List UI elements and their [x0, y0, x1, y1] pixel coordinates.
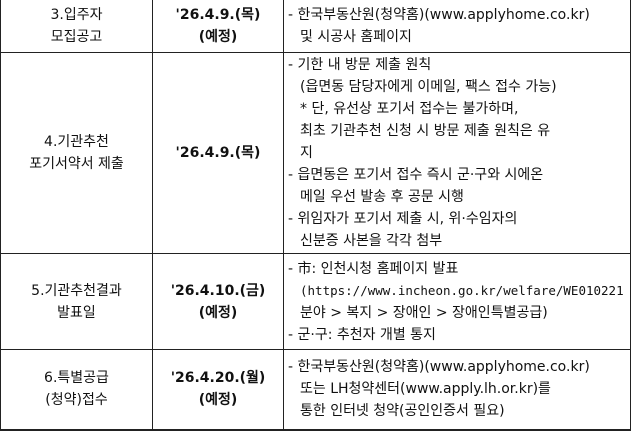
detail-line: - 한국부동산원(청약홈)(www.applyhome.co.kr): [288, 7, 590, 23]
date-cell: '26.4.20.(월) (예정): [152, 349, 284, 431]
detail-line: - 위임자가 포기서 제출 시, 위·수임자의: [288, 211, 518, 227]
detail-line: - 市: 인천시청 홈페이지 발표: [288, 260, 459, 277]
step-label: (청약)접수: [45, 392, 108, 409]
detail-line: (https://www.incheon.go.kr/welfare/WE010…: [300, 282, 624, 298]
step-label: 4.기관추천: [44, 134, 109, 150]
date-label: (예정): [198, 392, 238, 409]
detail-line: 신분증 사본을 각각 첨부: [300, 233, 443, 249]
detail-line: - 한국부동산원(청약홈)(www.applyhome.co.kr): [288, 359, 590, 376]
detail-line: 메일 우선 발송 후 공문 시행: [300, 189, 464, 205]
step-cell: 6.특별공급 (청약)접수: [0, 349, 153, 431]
date-cell: '26.4.9.(목): [152, 52, 284, 254]
details-cell: - 기한 내 방문 제출 원칙 (읍면동 담당자에게 이메일, 팩스 접수 가능)…: [283, 52, 631, 254]
detail-line: - 군·구: 추천자 개별 통지: [288, 326, 436, 343]
date-cell: '26.4.9.(목) (예정): [152, 0, 284, 53]
detail-line: 분야 > 복지 > 장애인 > 장애인특별공급): [300, 304, 548, 321]
details-cell: - 市: 인천시청 홈페이지 발표 (https://www.incheon.go…: [283, 253, 631, 350]
detail-line: - 기한 내 방문 제출 원칙: [288, 57, 432, 73]
step-label: 6.특별공급: [44, 370, 109, 387]
step-label: 발표일: [57, 304, 96, 321]
details-cell: - 한국부동산원(청약홈)(www.applyhome.co.kr) 및 시공사 …: [283, 0, 631, 53]
date-cell: '26.4.10.(금) (예정): [152, 253, 284, 350]
detail-line: 지: [300, 145, 313, 161]
detail-line: 최초 기관추천 신청 시 방문 제출 원칙은 유: [300, 123, 551, 139]
date-label: '26.4.9.(목): [175, 7, 261, 23]
date-label: (예정): [198, 304, 238, 321]
date-label: '26.4.20.(월): [170, 370, 266, 387]
table-row: 6.특별공급 (청약)접수 '26.4.20.(월) (예정) - 한국부동산원(청약홈…: [0, 349, 631, 431]
detail-line: 및 시공사 홈페이지: [300, 29, 412, 45]
detail-line: - 읍면동은 포기서 접수 즉시 군·구와 시에온: [288, 167, 544, 183]
detail-line: (읍면동 담당자에게 이메일, 팩스 접수 가능): [300, 79, 557, 95]
step-label: 포기서약서 제출: [29, 156, 124, 172]
detail-line: 또는 LH청약센터(www.apply.lh.or.kr)를: [300, 381, 551, 398]
date-label: (예정): [198, 29, 238, 45]
step-label: 5.기관추천결과: [31, 282, 122, 299]
step-label: 모집공고: [50, 29, 103, 45]
detail-line: 통한 인터넷 청약(공인인증서 필요): [300, 403, 505, 420]
step-label: 3.입주자: [50, 7, 103, 23]
details-cell: - 한국부동산원(청약홈)(www.applyhome.co.kr) 또는 LH청…: [283, 349, 631, 431]
date-label: '26.4.9.(목): [175, 145, 261, 161]
date-label: '26.4.10.(금): [170, 282, 266, 299]
detail-line: * 단, 유선상 포기서 접수는 불가하며,: [300, 101, 519, 117]
